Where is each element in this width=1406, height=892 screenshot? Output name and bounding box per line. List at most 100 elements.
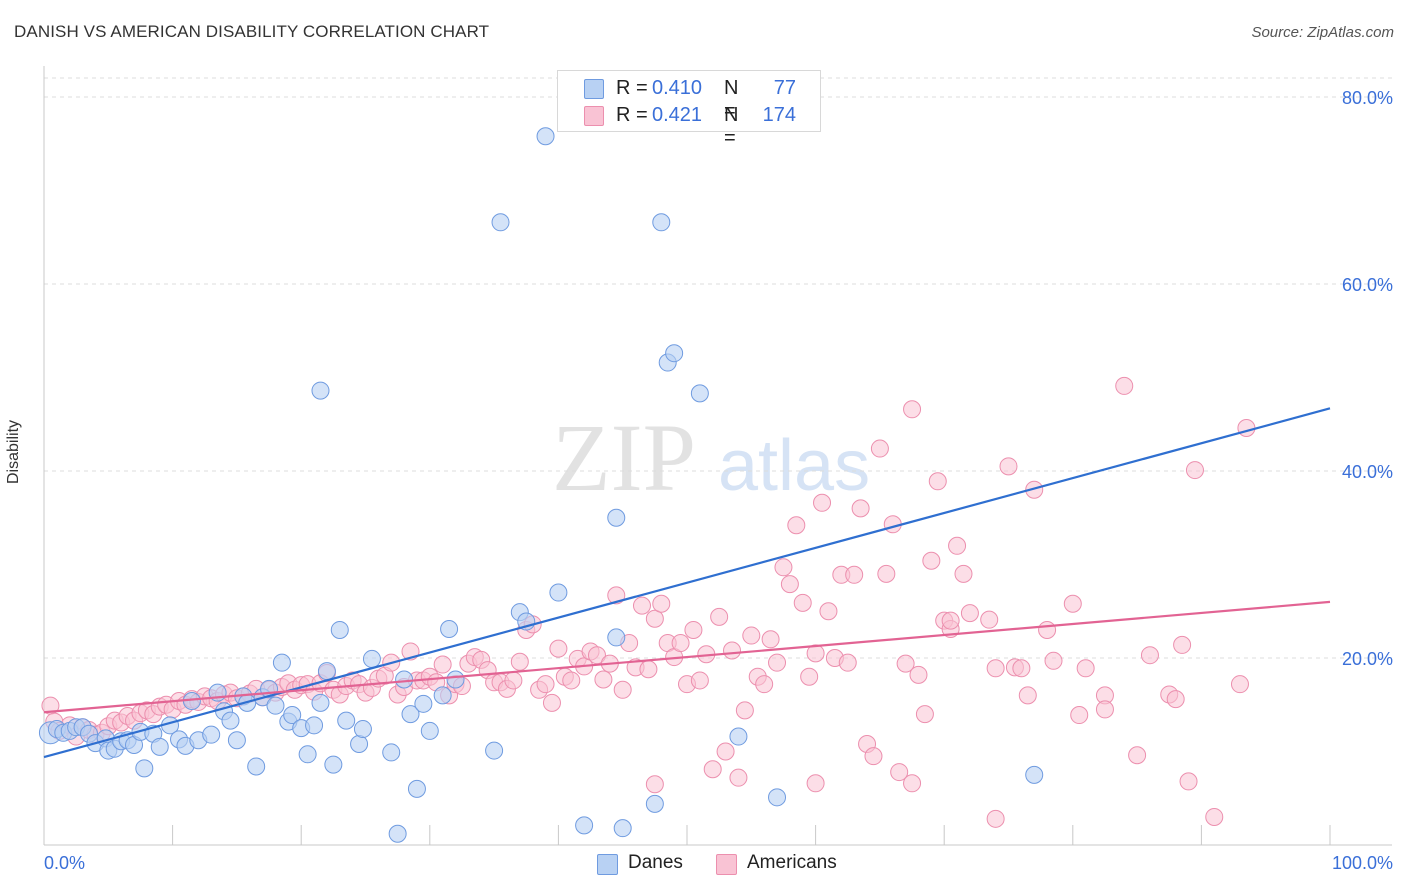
danes-point xyxy=(420,721,439,740)
danes-point xyxy=(150,737,169,756)
danes-point xyxy=(350,735,369,754)
americans-point xyxy=(1173,635,1192,654)
danes-point xyxy=(414,694,433,713)
danes-point xyxy=(247,757,266,776)
danes-point xyxy=(272,653,291,672)
americans-point xyxy=(813,493,832,512)
danes-point xyxy=(401,705,420,724)
gridlines xyxy=(44,77,1392,659)
americans-point xyxy=(549,639,568,658)
danes-point xyxy=(311,693,330,712)
chart-title: DANISH VS AMERICAN DISABILITY CORRELATIO… xyxy=(14,22,490,41)
trend-lines xyxy=(43,407,1331,759)
r-value: 0.421 xyxy=(652,104,703,126)
americans-point xyxy=(806,644,825,663)
americans-point xyxy=(613,680,632,699)
n-value: 77 xyxy=(773,77,796,99)
watermark: ZIP atlas xyxy=(552,404,870,511)
americans-point xyxy=(735,701,754,720)
americans-point xyxy=(864,747,883,766)
americans-point xyxy=(954,564,973,583)
x-tick-label: 100.0% xyxy=(1332,853,1393,873)
danes-point xyxy=(353,720,372,739)
americans-point xyxy=(690,671,709,690)
americans-point xyxy=(1140,646,1159,665)
americans-point xyxy=(806,774,825,793)
danes-point xyxy=(227,731,246,750)
danes-point xyxy=(298,745,317,764)
americans-point xyxy=(890,763,909,782)
danes-point xyxy=(613,819,632,838)
americans-point xyxy=(980,610,999,629)
danes-point xyxy=(433,686,452,705)
americans-point xyxy=(986,809,1005,828)
americans-point xyxy=(652,594,671,613)
danes-point xyxy=(729,727,748,746)
n-label: N = xyxy=(724,104,739,149)
danes-point xyxy=(768,788,787,807)
americans-point xyxy=(1205,807,1224,826)
watermark-zip: ZIP xyxy=(552,404,696,511)
y-tick-label: 20.0% xyxy=(1342,649,1393,669)
r-label: R = xyxy=(616,104,648,126)
americans-point xyxy=(845,565,864,584)
danes-swatch xyxy=(584,79,604,99)
americans-point xyxy=(870,439,889,458)
americans-point xyxy=(819,602,838,621)
americans-point xyxy=(632,596,651,615)
americans-point xyxy=(671,634,690,653)
danes-point xyxy=(317,662,336,681)
danes-point xyxy=(311,381,330,400)
americans-point xyxy=(915,705,934,724)
americans-point xyxy=(1166,690,1185,709)
americans-point xyxy=(433,655,452,674)
americans-point xyxy=(645,775,664,794)
danes-point xyxy=(135,759,154,778)
americans-point xyxy=(960,604,979,623)
americans-legend-swatch xyxy=(716,854,737,875)
americans-point xyxy=(1063,594,1082,613)
danes-point xyxy=(485,741,504,760)
y-tick-label: 40.0% xyxy=(1342,462,1393,482)
americans-point xyxy=(1230,675,1249,694)
n-value: 174 xyxy=(762,104,796,126)
americans-point xyxy=(999,457,1018,476)
watermark-atlas: atlas xyxy=(718,426,870,506)
danes-point xyxy=(305,716,324,735)
danes-point xyxy=(652,213,671,232)
americans-point xyxy=(594,670,613,689)
americans-swatch xyxy=(584,106,604,126)
danes-point xyxy=(283,706,302,725)
danes-point xyxy=(575,816,594,835)
americans-point xyxy=(710,607,729,626)
danes-point xyxy=(491,213,510,232)
americans-point xyxy=(909,665,928,684)
americans-trend-line xyxy=(43,600,1331,714)
americans-point xyxy=(1185,461,1204,480)
americans-point xyxy=(684,620,703,639)
danes-point xyxy=(330,620,349,639)
danes-point xyxy=(1025,765,1044,784)
legend-label-danes: Danes xyxy=(628,852,683,873)
americans-point xyxy=(948,536,967,555)
americans-point xyxy=(1179,772,1198,791)
americans-point xyxy=(851,499,870,518)
danes-point xyxy=(407,779,426,798)
r-label: R = xyxy=(616,77,648,99)
americans-point xyxy=(536,675,555,694)
americans-point xyxy=(1018,686,1037,705)
americans-point xyxy=(986,659,1005,678)
y-tick-label: 80.0% xyxy=(1342,88,1393,108)
americans-point xyxy=(1095,700,1114,719)
americans-point xyxy=(1044,651,1063,670)
americans-point xyxy=(780,575,799,594)
americans-point xyxy=(723,641,742,660)
americans-point xyxy=(800,667,819,686)
danes-point xyxy=(362,649,381,668)
americans-point xyxy=(1115,376,1134,395)
legend-label-americans: Americans xyxy=(747,852,837,873)
americans-point xyxy=(1128,746,1147,765)
danes-trend-line xyxy=(43,407,1331,759)
series-legend: Danes Americans xyxy=(0,852,1406,876)
